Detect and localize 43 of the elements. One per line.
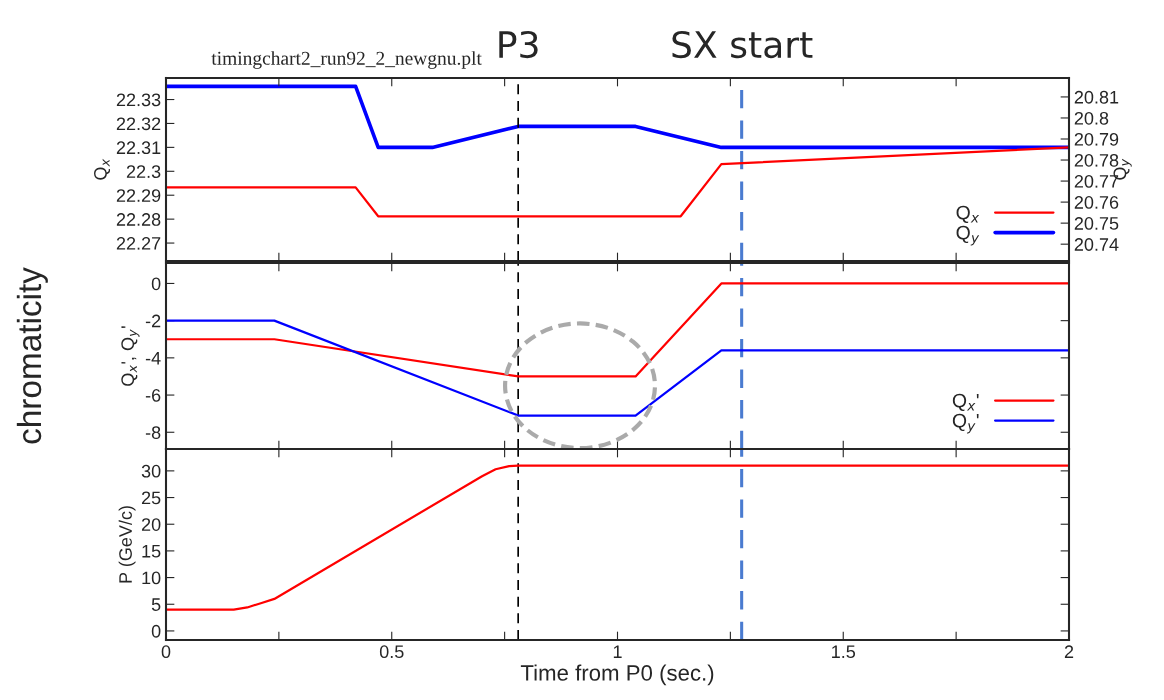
- y-tick-label: 25: [141, 491, 161, 505]
- x-tick-label: 0.5: [379, 645, 404, 659]
- y2-tick-label: 20.81: [1074, 90, 1119, 104]
- x-axis-title: Time from P0 (sec.): [520, 664, 714, 686]
- y-axis-title: Q$_{x}$: [94, 158, 111, 180]
- y-tick-label: 22.3: [126, 165, 161, 179]
- legend-label: Q$_{y}$': [952, 413, 979, 434]
- x-tick-label: 0: [161, 645, 171, 659]
- y-tick-label: -8: [145, 426, 161, 439]
- y-tick-label: 30: [141, 464, 161, 478]
- y-tick-label: 15: [142, 545, 161, 558]
- y-tick-label: 0: [151, 277, 161, 291]
- y-tick-label: 22.33: [116, 93, 161, 107]
- y-tick-label: -6: [145, 388, 161, 402]
- y2-tick-label: 20.75: [1074, 217, 1119, 230]
- text: chromaticity: [16, 267, 48, 444]
- legend-label: Q$_{y}$: [956, 225, 980, 246]
- y-tick-label: 22.32: [116, 117, 161, 131]
- ref-line-label: P3: [499, 30, 538, 59]
- y-tick-label: 22.31: [116, 141, 161, 155]
- y-tick-label: 22.29: [116, 189, 161, 202]
- y-tick-label: 0: [151, 624, 161, 638]
- y2-tick-label: 20.79: [1074, 132, 1119, 146]
- y2-tick-label: 20.74: [1074, 238, 1119, 251]
- y-tick-label: -2: [145, 314, 161, 328]
- y2-tick-label: 20.76: [1074, 196, 1119, 209]
- y-axis-title: P (GeV/c): [118, 506, 136, 583]
- legend-label: Q$_{x}$: [956, 205, 980, 223]
- ref-line-label: SX start: [672, 30, 813, 59]
- y-tick-label: 20: [141, 518, 161, 531]
- y-tick-label: 22.28: [116, 213, 161, 226]
- y-tick-label: 10: [142, 571, 161, 585]
- x-tick-label: 1.5: [832, 645, 856, 659]
- legend-label: Q$_{x}$': [952, 393, 979, 411]
- x-tick-label: 1: [613, 645, 622, 658]
- y-tick-label: -4: [145, 351, 161, 365]
- y2-tick-label: 20.8: [1074, 111, 1109, 125]
- y-tick-label: 5: [151, 598, 161, 611]
- x-tick-label: 2: [1064, 645, 1074, 658]
- y-tick-label: 22.27: [116, 236, 161, 250]
- line-series: [166, 464, 1069, 611]
- y-axis-title: Q$_{x}$', Q$_{y}$': [121, 326, 140, 386]
- chart-title: timingchart2_run92_2_newgnu.plt: [211, 51, 482, 69]
